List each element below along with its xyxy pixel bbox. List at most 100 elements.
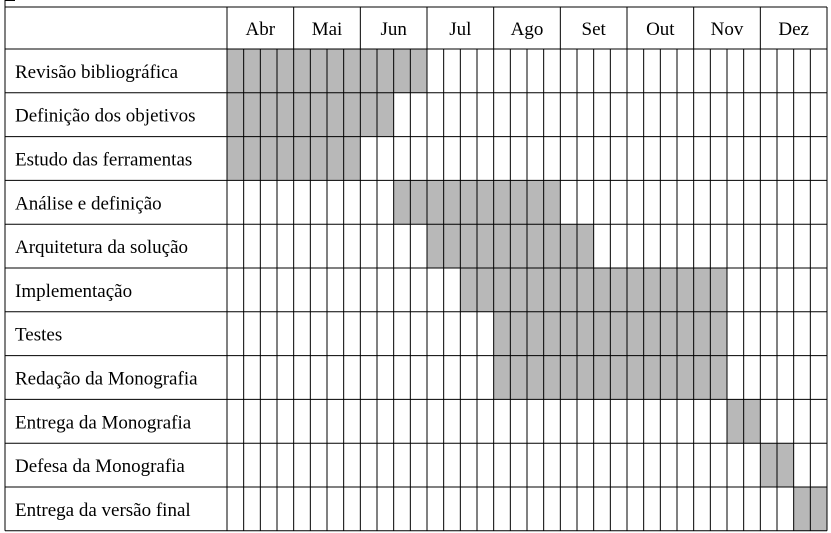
task-week-fill <box>627 311 644 356</box>
task-label: Definição dos objetivos <box>15 106 195 127</box>
task-label: Análise e definição <box>15 193 162 214</box>
task-week-fill <box>243 49 261 93</box>
task-week-fill <box>543 268 561 312</box>
month-header-label: Jul <box>449 19 471 40</box>
task-week-fill <box>660 311 677 356</box>
task-week-fill <box>277 49 294 93</box>
task-week-fill <box>677 268 694 312</box>
task-week-fill <box>277 92 294 137</box>
task-week-fill <box>343 92 361 137</box>
task-week-fill <box>693 268 711 312</box>
task-week-fill <box>527 268 544 312</box>
task-week-fill <box>510 224 527 268</box>
task-week-fill <box>510 180 527 225</box>
task-label: Arquitetura da solução <box>15 237 188 258</box>
task-week-fill <box>510 355 527 400</box>
task-week-fill <box>677 355 694 400</box>
task-week-fill <box>393 49 411 93</box>
task-week-fill <box>493 224 511 268</box>
task-week-fill <box>410 49 427 93</box>
task-week-fill <box>377 92 394 137</box>
grid-layer <box>4 0 828 532</box>
task-week-fill <box>810 487 827 531</box>
task-week-fill <box>593 355 611 400</box>
task-week-fill <box>260 136 277 181</box>
task-week-fill <box>710 268 727 312</box>
task-week-fill <box>343 49 361 93</box>
task-week-fill <box>443 224 461 268</box>
task-label: Redação da Monografia <box>15 369 198 390</box>
task-label: Entrega da Monografia <box>15 412 192 433</box>
task-week-fill <box>543 311 561 356</box>
task-week-fill <box>393 180 411 225</box>
task-week-fill <box>610 268 627 312</box>
task-week-fill <box>527 180 544 225</box>
task-week-fill <box>477 224 494 268</box>
task-week-fill <box>493 268 511 312</box>
task-week-fill <box>710 355 727 400</box>
task-week-fill <box>277 136 294 181</box>
task-week-fill <box>710 311 727 356</box>
task-week-fill <box>643 311 661 356</box>
task-week-fill <box>760 443 777 487</box>
task-week-fill <box>627 268 644 312</box>
task-week-fill <box>227 92 244 137</box>
task-week-fill <box>527 311 544 356</box>
task-week-fill <box>543 180 561 225</box>
task-week-fill <box>460 180 477 225</box>
task-label: Implementação <box>15 281 132 302</box>
month-header-label: Jun <box>380 19 407 40</box>
task-week-fill <box>743 399 761 444</box>
task-week-fill <box>593 311 611 356</box>
task-label: Defesa da Monografia <box>15 456 185 477</box>
task-week-fill <box>327 92 344 137</box>
task-week-fill <box>610 311 627 356</box>
task-week-fill <box>410 180 427 225</box>
task-week-fill <box>577 355 594 400</box>
task-week-fill <box>327 136 344 181</box>
task-label: Testes <box>15 325 62 346</box>
task-week-fill <box>227 136 244 181</box>
task-week-fill <box>677 311 694 356</box>
task-week-fill <box>343 136 361 181</box>
task-week-fill <box>293 49 311 93</box>
task-week-fill <box>527 355 544 400</box>
task-week-fill <box>693 311 711 356</box>
task-week-fill <box>493 311 511 356</box>
fill-layer <box>227 49 827 531</box>
task-week-fill <box>460 268 477 312</box>
task-week-fill <box>477 268 494 312</box>
task-week-fill <box>660 355 677 400</box>
text-layer: Abr Mai Jun Jul Ago Set Out Nov Dez Revisão bibli… <box>15 19 809 521</box>
task-label: Revisão bibliográfica <box>15 62 179 83</box>
task-week-fill <box>360 92 377 137</box>
task-week-fill <box>593 268 611 312</box>
task-week-fill <box>727 399 744 444</box>
task-week-fill <box>493 180 511 225</box>
task-week-fill <box>693 355 711 400</box>
task-week-fill <box>293 136 311 181</box>
month-header-label: Set <box>582 19 607 40</box>
task-week-fill <box>527 224 544 268</box>
task-week-fill <box>543 355 561 400</box>
task-week-fill <box>560 224 577 268</box>
task-week-fill <box>427 224 444 268</box>
task-week-fill <box>560 268 577 312</box>
task-week-fill <box>460 224 477 268</box>
task-week-fill <box>477 180 494 225</box>
month-header-label: Dez <box>778 19 809 40</box>
task-week-fill <box>310 49 327 93</box>
task-week-fill <box>510 311 527 356</box>
task-week-fill <box>310 136 327 181</box>
task-week-fill <box>227 49 244 93</box>
task-week-fill <box>577 268 594 312</box>
task-week-fill <box>560 311 577 356</box>
task-week-fill <box>443 180 461 225</box>
task-label: Estudo das ferramentas <box>15 150 192 171</box>
task-week-fill <box>643 268 661 312</box>
month-header-label: Out <box>646 19 675 40</box>
task-week-fill <box>610 355 627 400</box>
task-week-fill <box>793 487 811 531</box>
